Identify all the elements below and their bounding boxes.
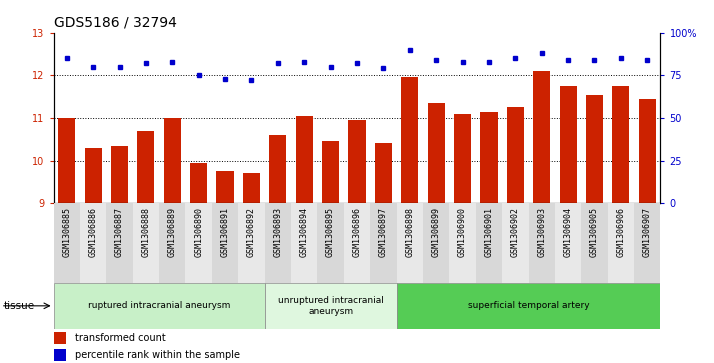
Bar bbox=[265, 283, 396, 329]
Bar bbox=[80, 203, 106, 283]
Bar bbox=[54, 332, 66, 344]
Text: GSM1306904: GSM1306904 bbox=[563, 207, 573, 257]
Bar bbox=[54, 283, 265, 329]
Bar bbox=[507, 107, 524, 203]
Bar bbox=[555, 203, 581, 283]
Text: GSM1306898: GSM1306898 bbox=[406, 207, 414, 257]
Bar bbox=[423, 203, 449, 283]
Bar bbox=[133, 203, 159, 283]
Text: GSM1306896: GSM1306896 bbox=[353, 207, 361, 257]
Bar bbox=[396, 203, 423, 283]
Bar bbox=[634, 203, 660, 283]
Text: GSM1306891: GSM1306891 bbox=[221, 207, 230, 257]
Text: GSM1306890: GSM1306890 bbox=[194, 207, 203, 257]
Bar bbox=[613, 86, 630, 203]
Bar bbox=[296, 116, 313, 203]
Text: GSM1306893: GSM1306893 bbox=[273, 207, 282, 257]
Text: GSM1306905: GSM1306905 bbox=[590, 207, 599, 257]
Bar bbox=[111, 146, 128, 203]
Bar bbox=[533, 71, 550, 203]
Bar bbox=[106, 203, 133, 283]
Bar bbox=[481, 111, 498, 203]
Bar bbox=[186, 203, 212, 283]
Bar bbox=[212, 203, 238, 283]
Text: GSM1306907: GSM1306907 bbox=[643, 207, 652, 257]
Bar bbox=[375, 143, 392, 203]
Text: GSM1306906: GSM1306906 bbox=[616, 207, 625, 257]
Text: GSM1306889: GSM1306889 bbox=[168, 207, 177, 257]
Bar bbox=[401, 77, 418, 203]
Bar bbox=[190, 163, 207, 203]
Text: GSM1306902: GSM1306902 bbox=[511, 207, 520, 257]
Bar bbox=[318, 203, 344, 283]
Bar bbox=[560, 86, 577, 203]
Bar bbox=[608, 203, 634, 283]
Bar bbox=[159, 203, 186, 283]
Bar bbox=[265, 203, 291, 283]
Bar bbox=[449, 203, 476, 283]
Bar bbox=[238, 203, 265, 283]
Text: GSM1306885: GSM1306885 bbox=[62, 207, 71, 257]
Bar bbox=[476, 203, 502, 283]
Bar bbox=[243, 172, 260, 203]
Text: tissue: tissue bbox=[4, 301, 35, 311]
Bar bbox=[322, 142, 339, 203]
Text: GSM1306894: GSM1306894 bbox=[300, 207, 308, 257]
Text: GDS5186 / 32794: GDS5186 / 32794 bbox=[54, 15, 176, 29]
Bar bbox=[54, 203, 80, 283]
Text: transformed count: transformed count bbox=[75, 333, 166, 343]
Text: GSM1306897: GSM1306897 bbox=[379, 207, 388, 257]
Bar bbox=[291, 203, 318, 283]
Bar bbox=[586, 94, 603, 203]
Bar bbox=[454, 114, 471, 203]
Text: GSM1306903: GSM1306903 bbox=[537, 207, 546, 257]
Text: superficial temporal artery: superficial temporal artery bbox=[468, 301, 589, 310]
Text: GSM1306895: GSM1306895 bbox=[326, 207, 335, 257]
Text: GSM1306886: GSM1306886 bbox=[89, 207, 98, 257]
Bar bbox=[428, 103, 445, 203]
Bar bbox=[137, 131, 154, 203]
Bar bbox=[344, 203, 370, 283]
Bar bbox=[639, 99, 656, 203]
Text: GSM1306892: GSM1306892 bbox=[247, 207, 256, 257]
Bar bbox=[84, 148, 101, 203]
Text: GSM1306901: GSM1306901 bbox=[484, 207, 493, 257]
Text: GSM1306887: GSM1306887 bbox=[115, 207, 124, 257]
Bar bbox=[348, 120, 366, 203]
Bar bbox=[396, 283, 660, 329]
Text: GSM1306900: GSM1306900 bbox=[458, 207, 467, 257]
Bar bbox=[528, 203, 555, 283]
Text: GSM1306899: GSM1306899 bbox=[432, 207, 441, 257]
Bar bbox=[58, 118, 75, 203]
Bar bbox=[269, 135, 286, 203]
Bar bbox=[581, 203, 608, 283]
Text: GSM1306888: GSM1306888 bbox=[141, 207, 151, 257]
Bar bbox=[370, 203, 396, 283]
Bar bbox=[54, 349, 66, 361]
Text: unruptured intracranial
aneurysm: unruptured intracranial aneurysm bbox=[278, 296, 383, 315]
Bar bbox=[502, 203, 528, 283]
Bar bbox=[164, 118, 181, 203]
Text: ruptured intracranial aneurysm: ruptured intracranial aneurysm bbox=[88, 301, 231, 310]
Text: percentile rank within the sample: percentile rank within the sample bbox=[75, 350, 240, 360]
Bar bbox=[216, 171, 233, 203]
